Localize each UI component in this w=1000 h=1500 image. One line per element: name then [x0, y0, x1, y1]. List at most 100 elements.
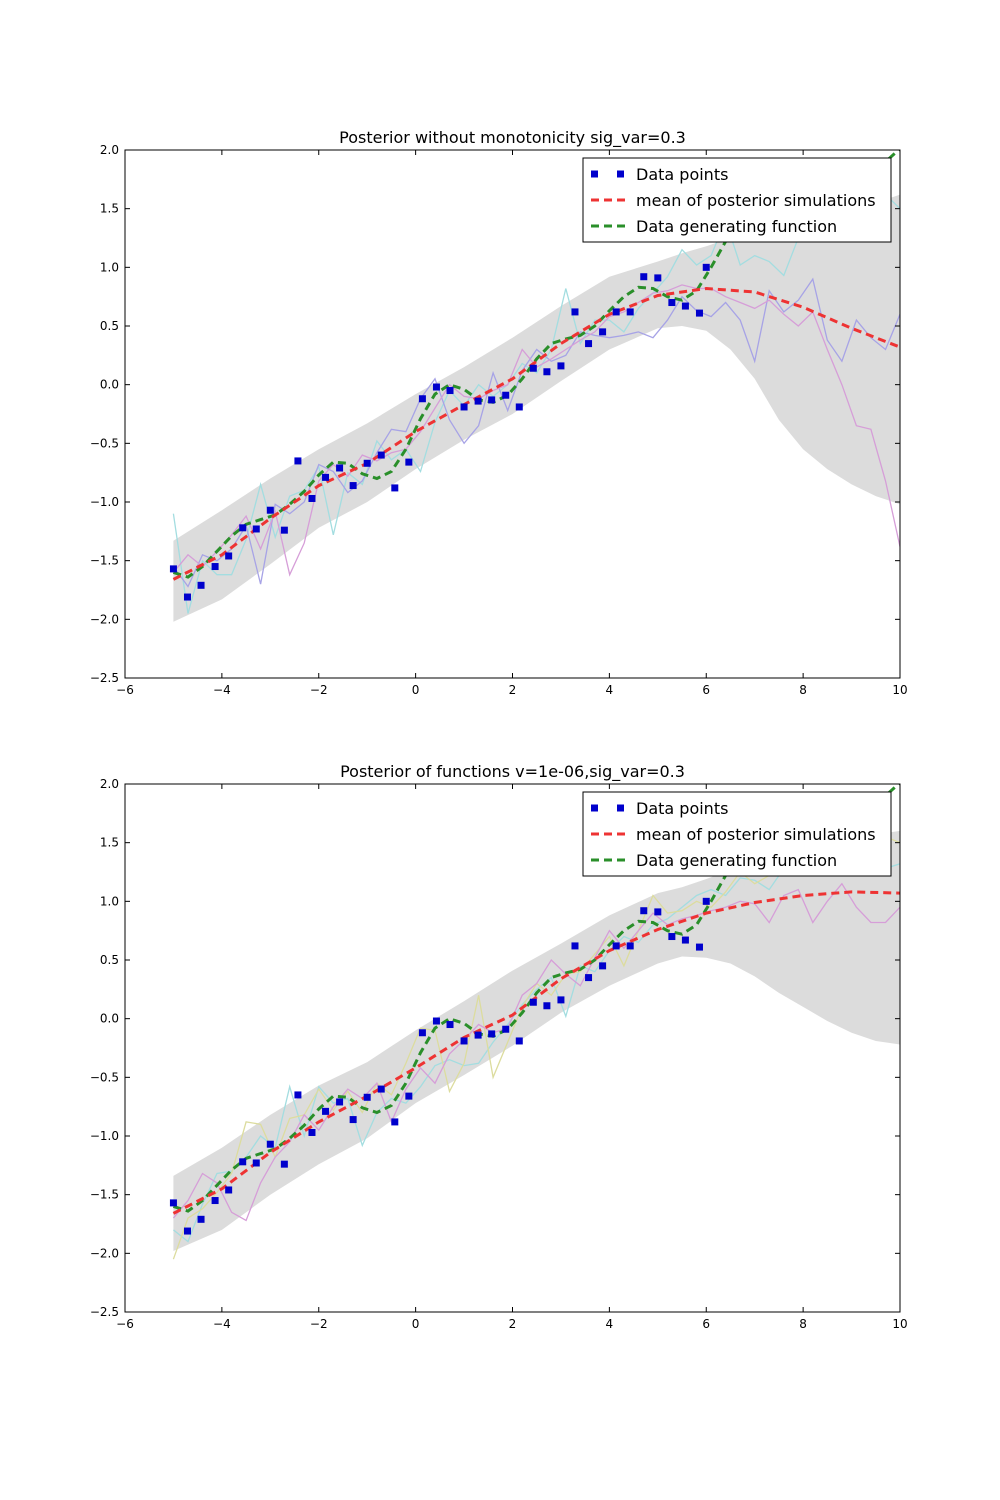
legend-label: mean of posterior simulations — [636, 191, 876, 210]
data-point — [405, 1092, 413, 1100]
y-tick-label: −1.5 — [90, 554, 119, 568]
data-point — [183, 1227, 191, 1235]
data-point — [266, 1140, 274, 1148]
x-tick-label: 0 — [412, 683, 420, 697]
data-point — [502, 1025, 510, 1033]
y-tick-label: −2.0 — [90, 612, 119, 626]
data-point — [543, 1002, 551, 1010]
data-point — [612, 308, 620, 316]
data-point — [405, 458, 413, 466]
data-point — [252, 1159, 260, 1167]
data-point — [377, 1085, 385, 1093]
data-point — [322, 473, 330, 481]
x-tick-label: 10 — [892, 1317, 907, 1331]
x-tick-label: 8 — [799, 683, 807, 697]
legend-box — [582, 157, 892, 243]
y-tick-label: −2.0 — [90, 1246, 119, 1260]
data-point — [336, 464, 344, 472]
data-point — [557, 996, 565, 1004]
data-point — [585, 340, 593, 348]
data-point — [529, 998, 537, 1006]
posterior-mean-line — [172, 890, 900, 1215]
data-point — [460, 1037, 468, 1045]
data-point — [695, 309, 703, 317]
data-point — [197, 1215, 205, 1223]
data-point — [599, 328, 607, 336]
data-point — [349, 1116, 357, 1124]
data-point — [363, 1093, 371, 1101]
data-point — [488, 396, 496, 404]
data-point — [418, 395, 426, 403]
data-point — [571, 942, 579, 950]
data-point — [681, 936, 689, 944]
data-point — [640, 273, 648, 281]
legend-marker-data-points — [591, 804, 598, 812]
data-point — [418, 1029, 426, 1037]
y-tick-label: −0.5 — [90, 1070, 119, 1084]
data-point — [543, 368, 551, 376]
x-tick-label: 2 — [509, 1317, 517, 1331]
x-tick-label: 2 — [509, 683, 517, 697]
legend-label: Data generating function — [636, 217, 837, 236]
y-tick-label: 0.5 — [100, 953, 119, 967]
legend-box — [582, 791, 892, 877]
y-tick-label: 2.0 — [100, 777, 119, 791]
data-point — [502, 391, 510, 399]
legend-label: mean of posterior simulations — [636, 825, 876, 844]
data-point — [336, 1098, 344, 1106]
data-point — [349, 482, 357, 490]
data-point — [239, 1158, 247, 1166]
data-point — [446, 1021, 454, 1029]
data-point — [294, 1091, 302, 1099]
data-point — [169, 565, 177, 573]
legend-marker-data-points — [617, 804, 624, 812]
chart-1: −6 −4 −2 0 2 4 6 8 10 −2.5 −2.0 −1.5 −1.0 −0.5 0.0 0.5 1… — [90, 128, 908, 697]
data-point — [488, 1030, 496, 1038]
y-tick-label: 0.5 — [100, 319, 119, 333]
data-point — [363, 459, 371, 467]
chart-title: Posterior of functions v=1e-06,sig_var=0… — [340, 762, 685, 782]
legend-marker-data-points — [617, 170, 624, 178]
data-point — [695, 943, 703, 951]
data-point — [446, 387, 454, 395]
data-point — [474, 397, 482, 405]
y-tick-label: −1.0 — [90, 1129, 119, 1143]
y-tick-label: −2.5 — [90, 1305, 119, 1319]
x-tick-label: 10 — [892, 683, 907, 697]
confidence-band — [173, 830, 900, 1251]
data-point — [529, 364, 537, 372]
x-tick-label: 0 — [412, 1317, 420, 1331]
data-point — [225, 1186, 233, 1194]
x-tick-label: 4 — [606, 683, 614, 697]
x-tick-label: −4 — [213, 683, 231, 697]
y-tick-label: 2.0 — [100, 143, 119, 157]
chart-2: −6 −4 −2 0 2 4 6 8 10 −2.5 −2.0 −1.5 −1.0 −0.5 0.0 0.5 1… — [90, 762, 908, 1331]
data-point — [294, 457, 302, 465]
data-point — [432, 1017, 440, 1025]
data-point — [681, 302, 689, 310]
data-point — [474, 1031, 482, 1039]
x-tick-label: 6 — [702, 1317, 710, 1331]
data-point — [515, 403, 523, 411]
chart-title: Posterior without monotonicity sig_var=0… — [339, 128, 686, 148]
data-point — [266, 506, 274, 514]
data-point — [391, 1118, 399, 1126]
y-tick-label: −1.5 — [90, 1188, 119, 1202]
data-point — [515, 1037, 523, 1045]
y-tick-label: −2.5 — [90, 671, 119, 685]
sample-path-2 — [172, 277, 900, 588]
sample-path-1 — [172, 166, 900, 614]
data-point — [626, 942, 634, 950]
data-point — [557, 362, 565, 370]
legend-label: Data generating function — [636, 851, 837, 870]
data-point — [432, 383, 440, 391]
data-point — [211, 563, 219, 571]
data-point — [654, 274, 662, 282]
data-point — [626, 308, 634, 316]
x-tick-label: 6 — [702, 683, 710, 697]
data-point — [668, 299, 676, 307]
data-point — [239, 524, 247, 532]
y-tick-label: 0.0 — [100, 378, 119, 392]
legend: Data points mean of posterior simulations… — [582, 157, 892, 243]
